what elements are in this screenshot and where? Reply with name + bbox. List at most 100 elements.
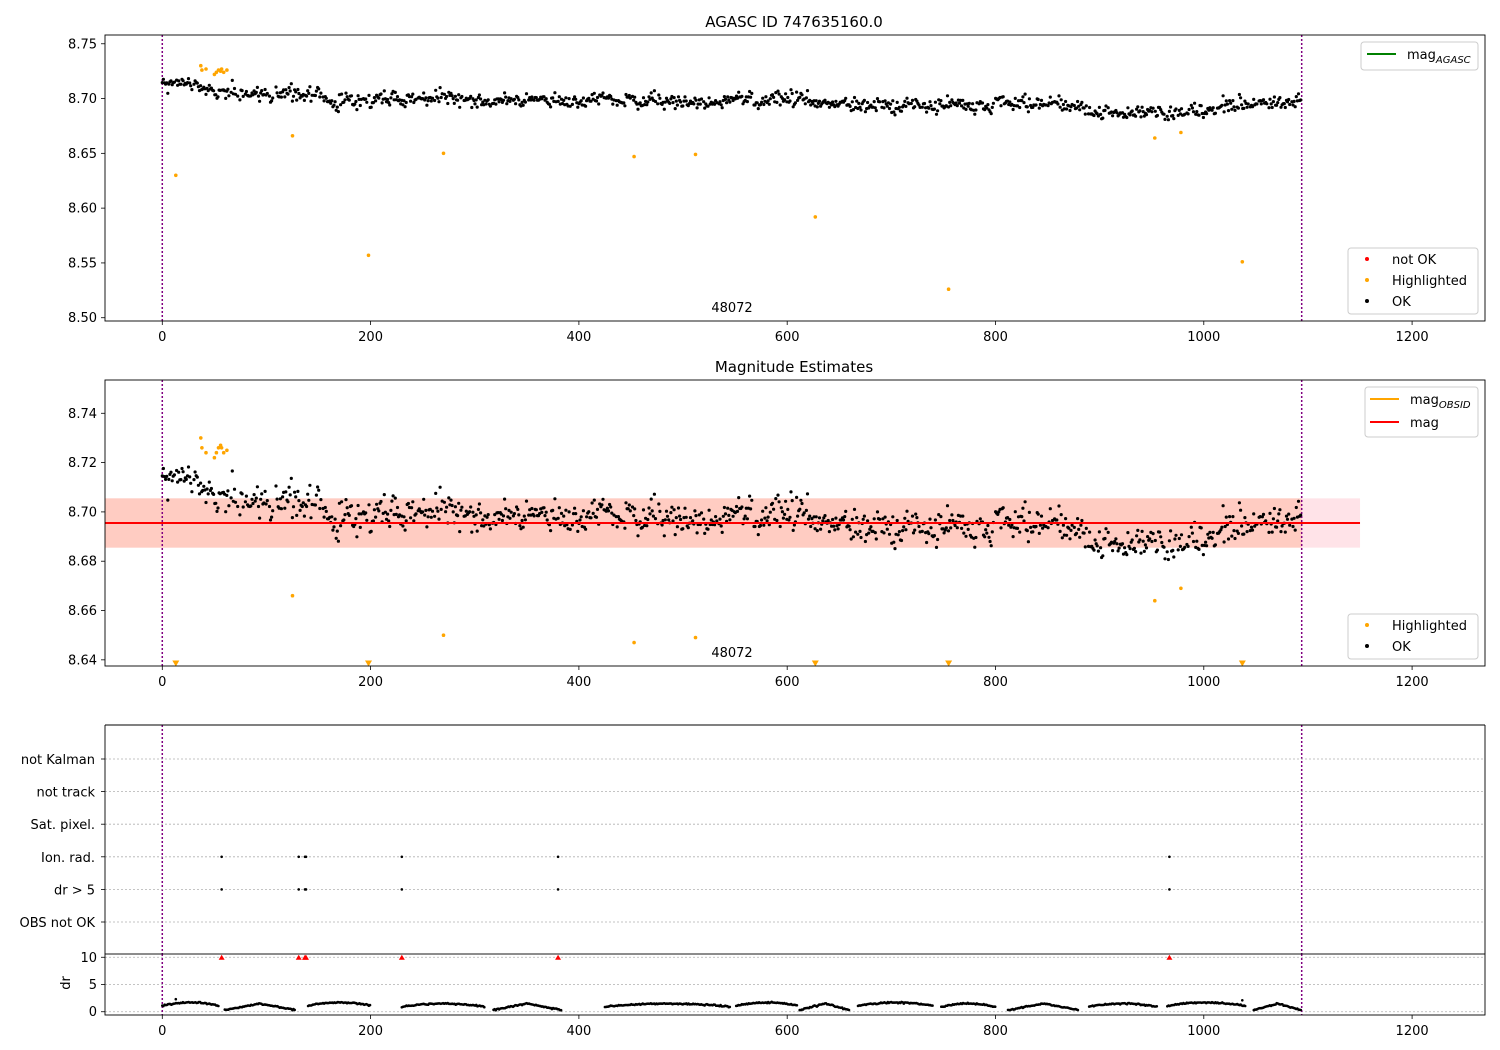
panel2-ok-point — [496, 510, 500, 515]
panel2-ok-point — [872, 517, 876, 521]
panel3-flag-point — [400, 888, 404, 891]
panel2-ok-point — [810, 517, 814, 521]
panel1-ok-point — [436, 96, 440, 100]
panel2-ok-point — [354, 517, 358, 521]
panel2-ok-point — [512, 511, 517, 516]
panel1-ok-point — [409, 99, 413, 103]
panel2-ok-point — [1205, 544, 1209, 548]
panel1-ok-point — [614, 99, 618, 103]
panel2-ok-point — [1104, 527, 1108, 531]
panel2-ok-point — [1233, 536, 1237, 541]
panel1-ok-point — [800, 93, 804, 97]
panel2-ok-point — [209, 486, 213, 491]
panel1-highlighted-point — [204, 67, 208, 71]
panel1-ok-point — [188, 81, 192, 85]
panel1-obsid-label: 48072 — [711, 301, 752, 316]
panel2-ok-point — [595, 507, 600, 511]
panel1-ok-point — [681, 104, 685, 108]
panel1-ok-point — [449, 91, 453, 95]
panel2-ok-point — [1139, 551, 1143, 555]
panel4-dr-point — [1243, 1004, 1247, 1008]
panel1-ok-point — [788, 99, 792, 103]
panel1-ok-point — [755, 101, 759, 105]
panel2-ok-point — [928, 517, 932, 521]
panel2-marker-legend — [1347, 613, 1479, 660]
panel1-ok-point — [1106, 106, 1110, 110]
panel1-ok-point — [364, 97, 368, 101]
panel2-ok-point — [450, 503, 454, 508]
panel2-ok-point — [216, 506, 220, 510]
panel1-highlighted-point — [1240, 260, 1245, 264]
panel1-ok-point — [318, 95, 322, 99]
panel2-ok-point — [444, 510, 448, 514]
panel1-ok-point — [332, 103, 336, 107]
panel2-ok-point — [534, 508, 538, 512]
panel2-legend-marker — [1365, 623, 1369, 627]
panel2-ok-point — [1166, 557, 1170, 562]
panel2-ok-point — [319, 498, 323, 502]
panel1-legend-line-label: magAGASC — [1407, 48, 1471, 66]
panel1-ok-point — [212, 89, 216, 93]
panel4-dr-point — [728, 1005, 732, 1009]
panel2-ok-point — [910, 514, 915, 518]
panel1-ok-point — [990, 105, 994, 109]
panel1-ok-point — [199, 84, 203, 88]
panel2-ok-point — [649, 497, 653, 501]
panel2-ok-point — [278, 497, 282, 501]
panel2-ok-point — [636, 534, 640, 538]
panel1-ok-point — [1237, 92, 1241, 97]
panel2-ok-point — [1136, 528, 1140, 533]
panel2-ok-point — [895, 518, 899, 523]
panel1-ok-point — [795, 90, 799, 94]
panel1-ok-point — [872, 100, 876, 104]
panel1-ok-point — [766, 99, 770, 103]
panel1-ok-point — [287, 86, 291, 90]
panel1-ok-point — [925, 110, 929, 114]
panel2-ok-point — [192, 478, 196, 482]
panel1-ok-point — [265, 91, 269, 96]
panel2-ok-point — [206, 492, 210, 496]
panel4-dr-clipped-marker — [1166, 954, 1173, 960]
panel2-ok-point — [1237, 501, 1241, 505]
panel2-ok-point — [902, 525, 906, 529]
panel1-ok-point — [1165, 114, 1169, 118]
panel2-highlighted-point — [441, 633, 446, 637]
panel1-ok-point — [703, 106, 707, 110]
panel1-ok-point — [887, 106, 892, 111]
panel2-ok-point — [559, 511, 564, 515]
panel2-ok-point — [214, 501, 218, 505]
panel2-ok-point — [197, 492, 202, 496]
panel2-ok-point — [464, 509, 468, 513]
panel2-ok-point — [770, 501, 775, 505]
panel2-ok-point — [204, 500, 208, 505]
panel1-ok-point — [597, 102, 601, 106]
panel1-ok-point — [1163, 117, 1167, 121]
panel2-ok-point — [1101, 554, 1105, 558]
panel2-ok-point — [551, 508, 555, 512]
panel2-ok-point — [205, 487, 209, 491]
panel1-ok-point — [377, 96, 381, 100]
panel1-ok-point — [858, 105, 862, 109]
panel2-ok-point — [691, 519, 695, 523]
panel2-ytick-label: 8.66 — [68, 604, 97, 619]
panel2-ok-point — [1195, 539, 1199, 543]
panel1-ok-point — [469, 94, 473, 98]
panel2-ok-point — [630, 505, 635, 509]
panel1-ok-point — [1096, 114, 1100, 118]
panel2-ok-point — [474, 513, 478, 517]
panel1-ok-point — [1197, 113, 1201, 117]
panel2-ok-point — [481, 518, 485, 522]
panel1-ok-point — [674, 99, 678, 103]
panel1-ok-point — [1167, 109, 1171, 113]
panel2-highlighted-below-range-marker — [945, 660, 953, 667]
panel1-ok-point — [699, 97, 704, 101]
panel2-ok-point — [367, 503, 371, 507]
panel1-ok-point — [676, 95, 681, 99]
panel1-ok-point — [960, 104, 964, 108]
panel1-ok-point — [683, 95, 687, 99]
panel1-ok-point — [404, 100, 408, 105]
panel2-ok-point — [1067, 526, 1071, 530]
panel1-ok-point — [1034, 103, 1038, 107]
panel2-ok-point — [867, 531, 871, 535]
panel2-ok-point — [990, 530, 994, 534]
